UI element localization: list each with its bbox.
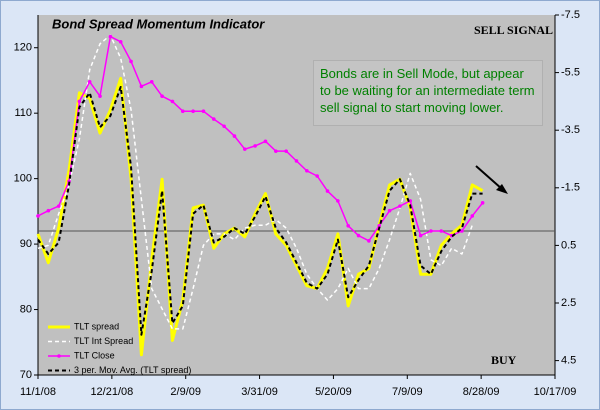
point	[377, 223, 382, 228]
sell-label: SELL SIGNAL	[474, 23, 553, 37]
legend-label: TLT Close	[74, 350, 115, 360]
point	[118, 40, 123, 44]
arrow-head	[496, 184, 508, 194]
x-tick-label: 8/28/09	[463, 386, 500, 398]
buy-label: BUY	[491, 353, 517, 367]
y2-tick-label: -5.5	[561, 67, 580, 79]
y-tick-label: 70	[20, 369, 32, 381]
y-tick-label: 80	[20, 303, 32, 315]
point	[336, 199, 340, 203]
x-tick-label: 10/17/09	[534, 386, 577, 398]
legend-marker	[57, 354, 61, 358]
y2-tick-label: -1.5	[561, 182, 580, 194]
y2-tick-label: 4.5	[561, 355, 576, 367]
point	[284, 149, 288, 153]
y-tick-label: 90	[20, 238, 32, 250]
point	[243, 147, 247, 151]
y-tick-label: 120	[14, 42, 32, 54]
point	[315, 174, 319, 178]
point	[77, 99, 82, 104]
legend-label: TLT spread	[74, 321, 119, 331]
point	[367, 239, 371, 243]
point	[429, 229, 433, 233]
point	[408, 199, 413, 203]
point	[418, 233, 423, 238]
x-tick-label: 12/21/08	[90, 386, 133, 398]
chart-title: Bond Spread Momentum Indicator	[52, 16, 265, 31]
x-tick-label: 11/1/08	[20, 386, 56, 398]
point	[139, 84, 144, 89]
point	[191, 109, 195, 114]
y2-tick-label: -7.5	[561, 9, 580, 21]
legend-label: 3 per. Mov. Avg. (TLT spread)	[74, 365, 191, 375]
point	[439, 229, 444, 233]
annotation-box: Bonds are in Sell Mode, but appear to be…	[313, 60, 543, 126]
legend-label: TLT Int Spread	[74, 336, 133, 346]
point	[480, 201, 485, 205]
x-tick-label: 2/9/09	[170, 386, 201, 398]
point	[201, 109, 206, 114]
point	[36, 214, 40, 218]
point	[222, 124, 226, 129]
y2-tick-label: -3.5	[561, 124, 580, 136]
point	[305, 168, 309, 173]
x-tick-label: 5/20/09	[315, 386, 352, 398]
point	[98, 94, 102, 98]
x-tick-label: 7/9/09	[392, 386, 423, 398]
point	[294, 159, 299, 163]
point	[253, 144, 257, 148]
y2-tick-label: 0.5	[561, 239, 576, 251]
point	[232, 134, 237, 138]
point	[211, 117, 216, 121]
point	[56, 204, 61, 208]
y-tick-label: 100	[14, 173, 32, 185]
y-tick-label: 110	[14, 107, 32, 119]
point	[108, 34, 113, 39]
point	[356, 233, 361, 238]
series-line	[37, 86, 483, 336]
point	[346, 223, 351, 228]
point	[325, 189, 330, 193]
point	[129, 59, 133, 64]
point	[149, 79, 154, 84]
x-tick-label: 3/31/09	[241, 386, 278, 398]
point	[46, 208, 51, 213]
arrow-shaft	[475, 165, 503, 190]
series-line	[36, 76, 484, 357]
point	[274, 149, 278, 153]
point	[387, 208, 392, 213]
y2-tick-label: 2.5	[561, 297, 576, 309]
point	[170, 99, 175, 104]
point	[87, 79, 92, 84]
point	[160, 94, 164, 98]
point	[263, 139, 268, 144]
point	[398, 204, 402, 208]
point	[470, 214, 475, 218]
point	[180, 109, 185, 114]
